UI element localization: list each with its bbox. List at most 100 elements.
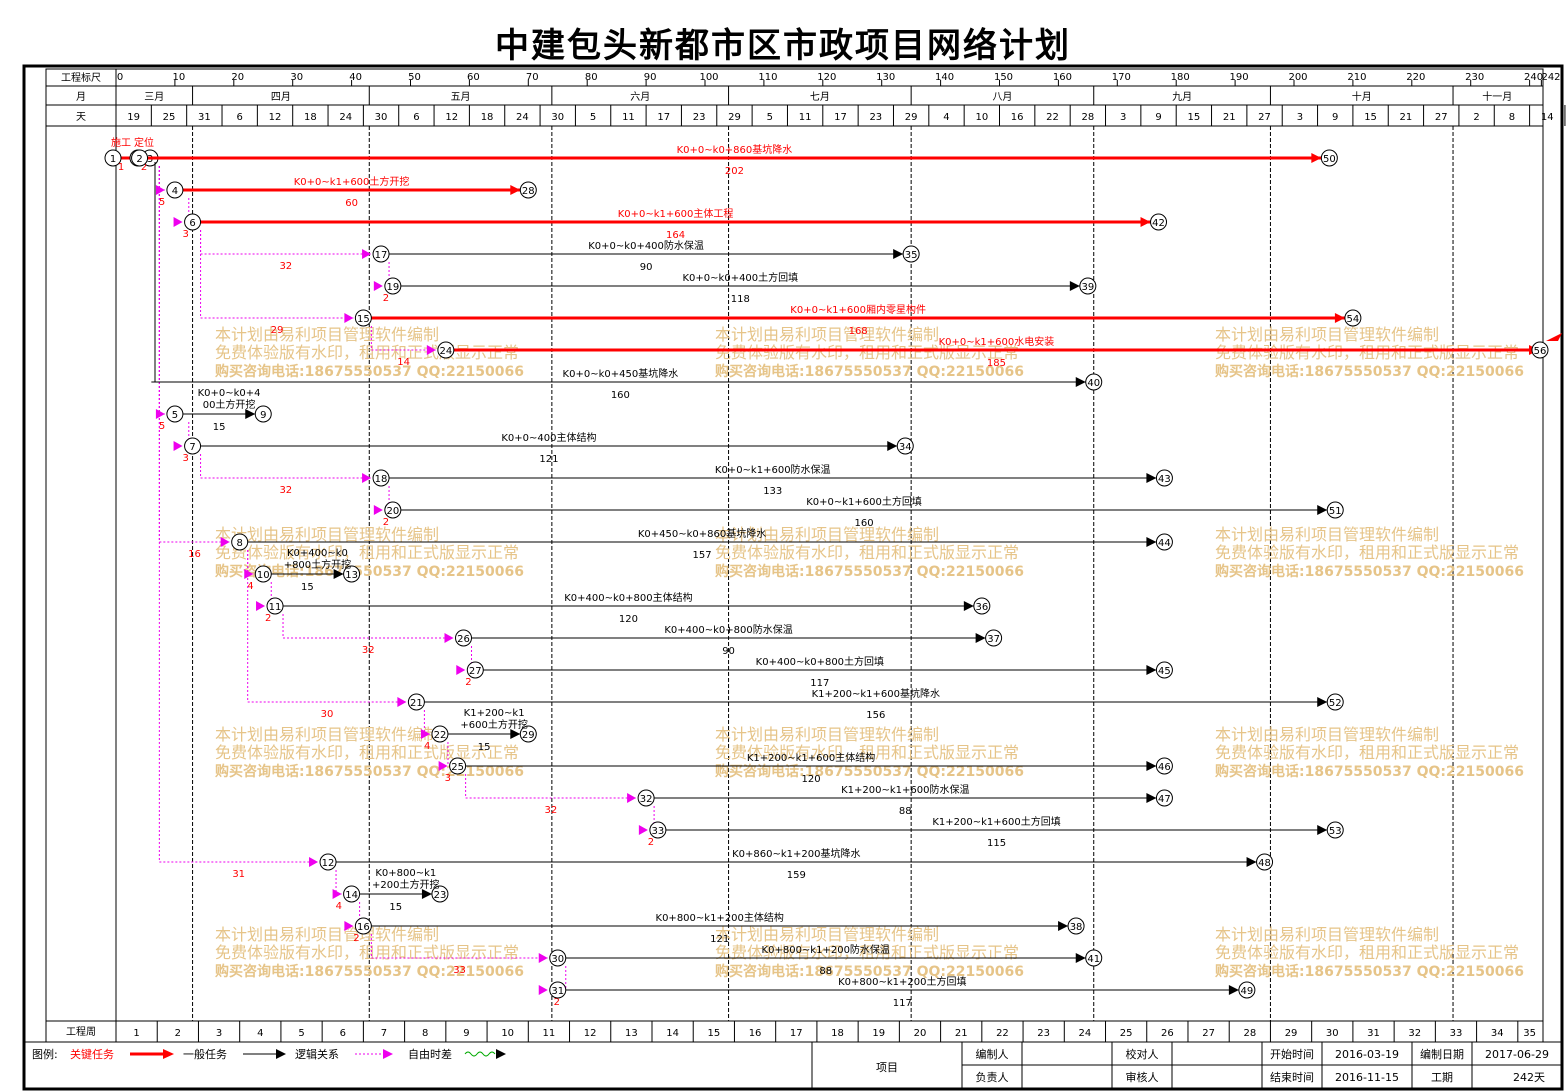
task-duration: 160 — [854, 518, 873, 529]
week-label: 17 — [790, 1028, 803, 1039]
scale-row-label: 工程标尺 — [61, 72, 101, 84]
legend-logic-arrow — [383, 1049, 393, 1059]
day-label: 21 — [1400, 112, 1413, 123]
event-node — [1085, 949, 1103, 967]
start-task-label: 定位 — [134, 136, 154, 149]
event-node — [1155, 469, 1173, 487]
week-row-label: 工程周 — [66, 1026, 96, 1038]
watermark-text: 购买咨询电话:18675550537 QQ:22150066 — [715, 963, 1024, 980]
free-float-value: 2 — [353, 933, 359, 944]
day-label: 24 — [516, 112, 529, 123]
task-duration: 121 — [539, 454, 558, 465]
event-node-label: 17 — [375, 250, 388, 261]
footer-period-label: 工期 — [1431, 1071, 1453, 1084]
day-label: 3 — [1120, 112, 1126, 123]
event-node — [1155, 533, 1173, 551]
event-node-label: 45 — [1158, 666, 1171, 677]
event-node — [455, 629, 473, 647]
free-float-arrow — [426, 345, 436, 355]
task-arrowhead — [1317, 825, 1328, 835]
event-node-label: 14 — [345, 890, 358, 901]
task-label: K0+800~k1 — [375, 868, 436, 879]
day-label: 17 — [657, 112, 670, 123]
scale-tick-label: 20 — [231, 72, 244, 83]
event-node — [1326, 501, 1344, 519]
week-label: 27 — [1202, 1028, 1215, 1039]
day-label: 29 — [728, 112, 741, 123]
watermark-text: 免费体验版有水印，租用和正式版显示正常 — [215, 343, 519, 362]
task-arrowhead — [1069, 281, 1080, 291]
event-node — [431, 725, 449, 743]
watermark-text: 购买咨询电话:18675550537 QQ:22150066 — [215, 763, 524, 780]
event-node-label: 35 — [905, 250, 918, 261]
scale-tick-label: 240 — [1524, 72, 1543, 83]
event-node — [231, 533, 249, 551]
event-node-label: 33 — [652, 826, 665, 837]
task-label: 00土方开挖 — [203, 398, 256, 411]
event-node-label: 54 — [1347, 314, 1360, 325]
day-label: 25 — [163, 112, 176, 123]
day-label: 3 — [1297, 112, 1303, 123]
event-node-label: 20 — [386, 506, 399, 517]
free-float-value: 2 — [265, 613, 271, 624]
task-arrowhead — [975, 633, 986, 643]
day-label: 29 — [905, 112, 918, 123]
scale-tick-label: 210 — [1347, 72, 1366, 83]
footer-checker-label: 校对人 — [1126, 1047, 1159, 1061]
day-label: 19 — [127, 112, 140, 123]
free-float-arrow — [373, 281, 383, 291]
week-label: 29 — [1285, 1028, 1298, 1039]
event-node-label: 31 — [551, 986, 564, 997]
task-label: K0+400~k0+800防水保温 — [664, 623, 792, 636]
scale-tick-label: 230 — [1465, 72, 1484, 83]
event-node — [166, 181, 184, 199]
event-node — [1150, 213, 1168, 231]
watermark-text: 购买咨询电话:18675550537 QQ:22150066 — [215, 963, 524, 980]
task-arrowhead — [1146, 761, 1157, 771]
scale-tick-label: 0 — [117, 72, 123, 83]
event-node — [1326, 693, 1344, 711]
event-node — [131, 149, 149, 167]
task-duration: 133 — [763, 486, 782, 497]
task-duration: 159 — [787, 870, 806, 881]
month-label: 七月 — [810, 91, 830, 103]
watermark-text: 本计划由易利项目管理软件编制 — [1215, 325, 1439, 344]
free-float-arrow — [173, 217, 183, 227]
task-arrowhead — [887, 441, 898, 451]
free-float-value: 16 — [188, 549, 201, 560]
week-label: 13 — [625, 1028, 638, 1039]
event-node-label: 21 — [410, 698, 423, 709]
free-float-value: 2 — [554, 997, 560, 1008]
watermark-text: 购买咨询电话:18675550537 QQ:22150066 — [715, 763, 1024, 780]
task-label: K1+200~k1 — [464, 708, 525, 719]
footer-author-label: 编制人 — [976, 1047, 1009, 1061]
task-duration: 90 — [640, 262, 653, 273]
watermark-text: 免费体验版有水印，租用和正式版显示正常 — [1215, 543, 1519, 562]
task-label: K1+200~k1+600基坑降水 — [812, 687, 940, 700]
watermark-text: 免费体验版有水印，租用和正式版显示正常 — [215, 943, 519, 962]
week-label: 11 — [543, 1028, 556, 1039]
scale-tick-label: 140 — [935, 72, 954, 83]
day-label: 27 — [1435, 112, 1448, 123]
scale-tick-label: 80 — [585, 72, 598, 83]
event-node — [1344, 309, 1362, 327]
task-arrowhead — [1146, 537, 1157, 547]
week-label: 22 — [996, 1028, 1009, 1039]
day-label: 21 — [1223, 112, 1236, 123]
free-float-arrow — [362, 473, 372, 483]
free-float-arrow — [344, 313, 354, 323]
watermark-text: 本计划由易利项目管理软件编制 — [215, 325, 439, 344]
week-label: 6 — [340, 1028, 346, 1039]
week-label: 14 — [666, 1028, 679, 1039]
day-row-label: 天 — [76, 112, 86, 123]
event-node-label: 12 — [322, 858, 335, 869]
watermark-text: 本计划由易利项目管理软件编制 — [215, 925, 439, 944]
scale-tick-label: 50 — [408, 72, 421, 83]
free-float-value: 2 — [465, 677, 471, 688]
free-float-value: 2 — [648, 837, 654, 848]
day-label: 5 — [767, 112, 773, 123]
day-label: 18 — [304, 112, 317, 123]
free-float-value: 32 — [362, 645, 375, 656]
week-label: 21 — [955, 1028, 968, 1039]
